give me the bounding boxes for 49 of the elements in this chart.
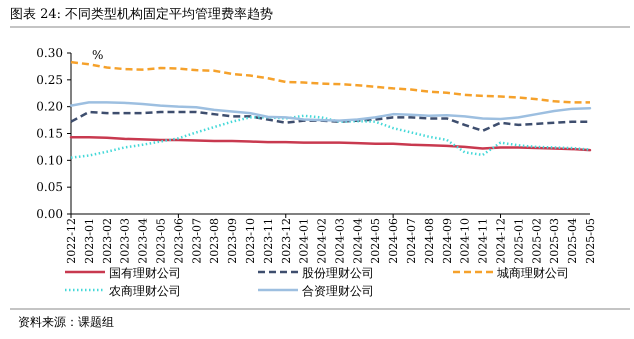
x-tick-label: 2023-01 <box>82 218 96 264</box>
x-tick-label: 2024-01 <box>298 218 311 264</box>
x-tick-label: 2023-08 <box>208 218 222 264</box>
line-series <box>70 114 592 159</box>
x-tick-label: 2025-01 <box>512 218 526 264</box>
x-tick-label: 2025-02 <box>530 218 544 264</box>
legend-label: 股份理财公司 <box>302 266 374 280</box>
x-tick-label: 2023-04 <box>136 218 150 264</box>
legend-label: 国有理财公司 <box>109 266 181 280</box>
x-tick-label: 2024-02 <box>316 218 329 264</box>
x-tick-label: 2025-04 <box>566 218 580 264</box>
x-tick-label: 2024-07 <box>405 218 418 264</box>
x-tick-label: 2024-11 <box>476 218 490 264</box>
x-tick-label: 2024-04 <box>351 218 364 264</box>
x-tick-label: 2023-05 <box>154 218 168 264</box>
x-tick-label: 2022-12 <box>65 218 78 264</box>
x-tick-label: 2025-05 <box>584 218 597 264</box>
x-tick-label: 2023-12 <box>280 218 293 264</box>
x-tick-label: 2024-12 <box>494 218 508 264</box>
x-tick-label: 2023-10 <box>244 218 257 264</box>
legend-label: 合资理财公司 <box>302 284 374 298</box>
y-tick-label: 0.20 <box>36 100 63 114</box>
y-tick-label: 0.10 <box>36 153 63 168</box>
y-tick-label: 0.25 <box>36 72 63 87</box>
x-tick-label: 2024-03 <box>333 218 346 264</box>
chart-title: 图表 24: 不同类型机构固定平均管理费率趋势 <box>10 6 274 22</box>
x-tick-label: 2024-08 <box>422 218 436 264</box>
x-tick-label: 2024-05 <box>369 218 382 264</box>
y-tick-label: 0.05 <box>36 180 63 194</box>
line-series <box>70 136 592 152</box>
x-tick-label: 2023-03 <box>118 218 132 264</box>
line-series <box>70 60 592 104</box>
line-series <box>70 101 592 122</box>
x-tick-label: 2024-06 <box>387 218 400 264</box>
x-tick-label: 2023-02 <box>100 218 114 264</box>
y-tick-label: 0.00 <box>36 207 63 221</box>
x-tick-label: 2024-10 <box>458 218 472 264</box>
y-tick-label: 0.30 <box>36 46 63 60</box>
x-tick-label: 2024-09 <box>440 218 454 264</box>
x-tick-label: 2025-03 <box>548 218 562 264</box>
x-tick-label: 2023-09 <box>226 218 240 264</box>
annotation: % <box>92 48 104 62</box>
legend-label: 城商理财公司 <box>496 266 569 280</box>
legend-label: 农商理财公司 <box>109 284 181 298</box>
x-tick-label: 2023-06 <box>172 218 186 264</box>
x-tick-label: 2023-11 <box>262 218 275 264</box>
text: 资料来源：课题组 <box>18 315 114 329</box>
x-tick-label: 2023-07 <box>190 218 204 264</box>
y-tick-label: 0.15 <box>36 126 63 140</box>
